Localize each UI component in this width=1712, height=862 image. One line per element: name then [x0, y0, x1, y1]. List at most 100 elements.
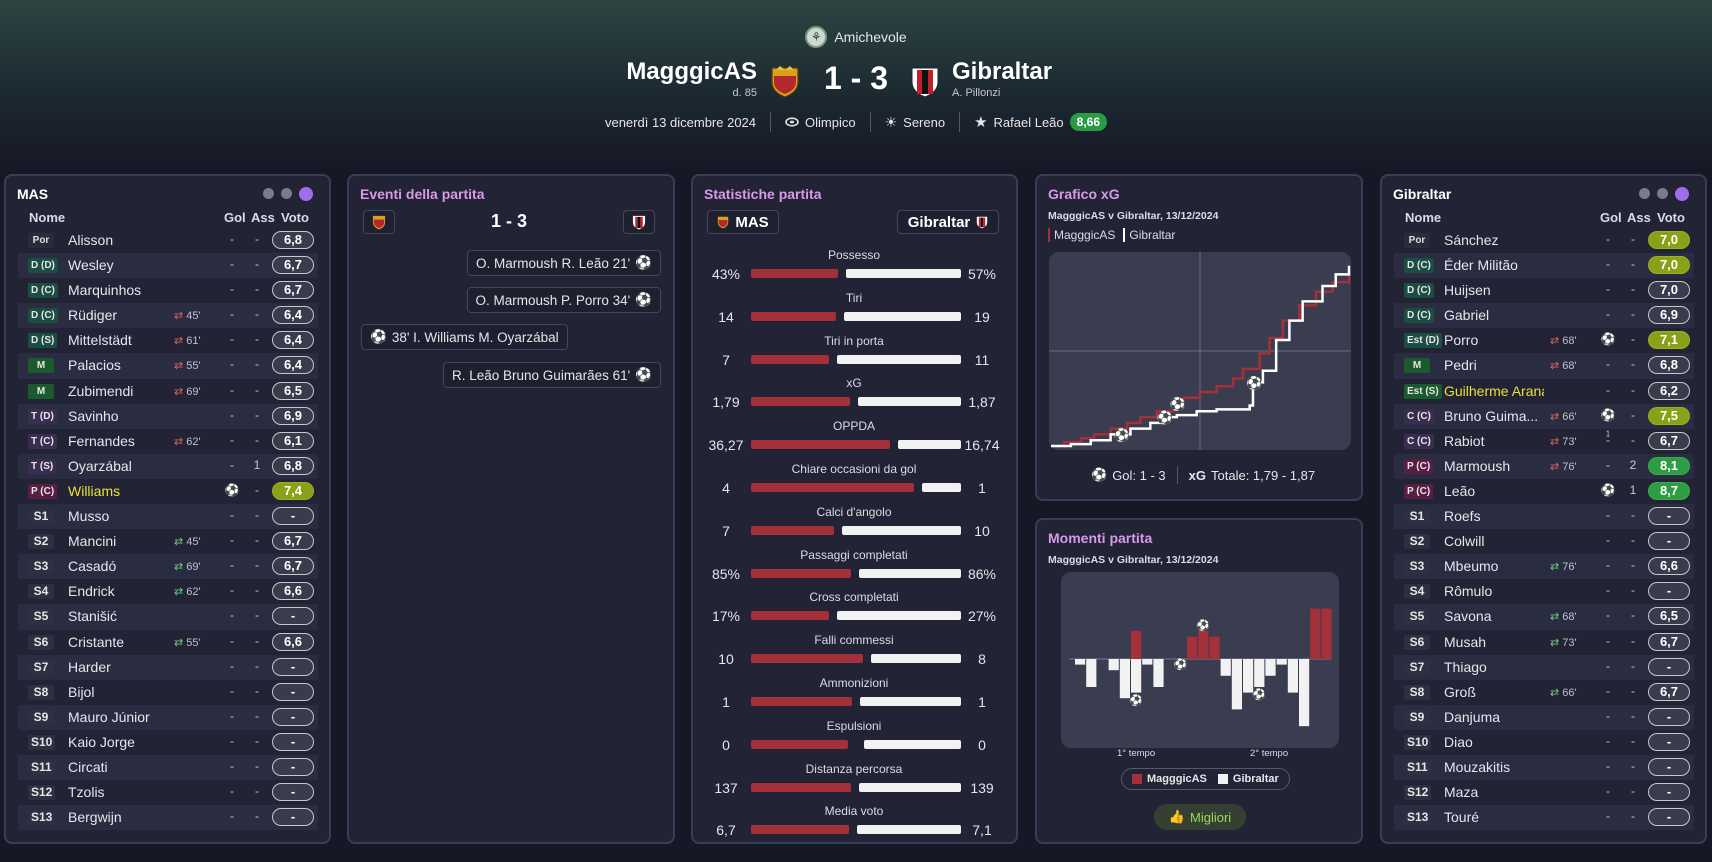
- player-row[interactable]: S2 Colwill - - -: [1394, 529, 1694, 554]
- player-row[interactable]: M Zubimendi ⇄ 69' - -6,5: [18, 379, 318, 404]
- player-row[interactable]: Por Alisson - -6,8: [18, 228, 318, 253]
- col-rating[interactable]: Voto: [1657, 210, 1685, 225]
- player-name[interactable]: Marmoush: [1444, 457, 1511, 474]
- view-dot[interactable]: [281, 188, 292, 199]
- player-row[interactable]: S10 Diao - - -: [1394, 730, 1694, 755]
- player-row[interactable]: P (C)Leão⚽118,7: [1394, 479, 1694, 513]
- player-row[interactable]: P (C) Marmoush ⇄ 76' - 2 8,1: [1394, 453, 1694, 479]
- player-row[interactable]: S8 Bijol - - -: [18, 680, 318, 705]
- player-name[interactable]: Musso: [68, 508, 110, 525]
- player-name[interactable]: Endrick: [68, 583, 115, 600]
- event-goal-2[interactable]: O. Marmoush P. Porro 34' ⚽: [466, 287, 661, 313]
- player-name[interactable]: Éder Militão: [1444, 257, 1518, 274]
- home-team[interactable]: MagggicAS d. 85: [626, 58, 757, 99]
- player-name[interactable]: Thiago: [1444, 658, 1487, 675]
- player-row[interactable]: S9 Danjuma - - -: [1394, 704, 1694, 730]
- player-name[interactable]: Huijsen: [1444, 282, 1491, 299]
- player-row[interactable]: S13 Bergwijn - - -: [18, 805, 318, 831]
- player-name[interactable]: Wesley: [68, 257, 114, 274]
- col-assists[interactable]: Ass: [251, 210, 275, 225]
- col-assists[interactable]: Ass: [1627, 210, 1651, 225]
- player-name[interactable]: Musah: [1444, 633, 1487, 650]
- player-name[interactable]: Groß: [1444, 683, 1476, 700]
- player-name[interactable]: Mouzakitis: [1444, 758, 1511, 775]
- player-name[interactable]: Savinho: [68, 407, 119, 424]
- player-name[interactable]: Harder: [68, 658, 111, 675]
- away-team[interactable]: Gibraltar A. Pillonzi: [952, 58, 1052, 99]
- player-row[interactable]: S13 Touré - - -: [1394, 805, 1694, 831]
- player-row[interactable]: T (S) Oyarzábal - 1 6,8: [18, 453, 318, 479]
- player-name[interactable]: Oyarzábal: [68, 457, 132, 474]
- player-row[interactable]: S5 Stanišić - - -: [18, 604, 318, 630]
- col-goals[interactable]: Gol: [1600, 210, 1622, 225]
- player-name[interactable]: Mittelstädt: [68, 332, 132, 349]
- player-name[interactable]: Rômulo: [1444, 583, 1493, 600]
- player-name[interactable]: Roefs: [1444, 508, 1481, 525]
- event-goal-4[interactable]: R. Leão Bruno Guimarães 61' ⚽: [443, 362, 661, 388]
- col-rating[interactable]: Voto: [281, 210, 309, 225]
- event-goal-3[interactable]: ⚽ 38' I. Williams M. Oyarzábal: [361, 324, 568, 350]
- view-dot[interactable]: [263, 188, 274, 199]
- player-row[interactable]: D (C) Gabriel - -6,9: [1394, 303, 1694, 329]
- player-name[interactable]: Circati: [68, 758, 108, 775]
- player-name[interactable]: Danjuma: [1444, 708, 1501, 725]
- player-row[interactable]: D (C) Éder Militão - -7,0: [1394, 253, 1694, 279]
- player-name[interactable]: Alisson: [68, 232, 114, 248]
- player-row[interactable]: S10 Kaio Jorge - - -: [18, 730, 318, 755]
- col-goals[interactable]: Gol: [224, 210, 246, 225]
- player-row[interactable]: S1 Musso - - -: [18, 504, 318, 530]
- player-name[interactable]: Casadó: [68, 558, 117, 575]
- player-name[interactable]: Rüdiger: [68, 307, 118, 324]
- player-name[interactable]: Guilherme Arana: [1444, 382, 1544, 399]
- player-row[interactable]: S7 Thiago - - -: [1394, 654, 1694, 680]
- player-name[interactable]: Bijol: [68, 683, 95, 700]
- player-row[interactable]: C (C) Bruno Guima... ⇄ 66' ⚽1-7,5: [1394, 403, 1694, 438]
- player-name[interactable]: Cristante: [68, 633, 125, 650]
- momentum-chart[interactable]: ⚽ ⚽ ⚽ ⚽: [1061, 572, 1339, 748]
- player-row[interactable]: S3 Casadó ⇄ 69' - -6,7: [18, 554, 318, 580]
- player-row[interactable]: Est (D)Porro⇄ 68'⚽1-7,1: [1394, 328, 1694, 363]
- player-row[interactable]: S5 Savona ⇄ 68' - -6,5: [1394, 604, 1694, 630]
- stats-away-tab[interactable]: Gibraltar: [897, 210, 999, 234]
- player-row[interactable]: T (C) Fernandes ⇄ 62' - -6,1: [18, 429, 318, 454]
- player-row[interactable]: S11 Mouzakitis - - -: [1394, 754, 1694, 781]
- player-name[interactable]: Touré: [1444, 809, 1480, 826]
- player-name[interactable]: Zubimendi: [68, 382, 134, 399]
- player-row[interactable]: S7 Harder - - -: [18, 654, 318, 680]
- player-row[interactable]: T (D) Savinho - -6,9: [18, 403, 318, 429]
- col-name[interactable]: Nome: [1405, 210, 1442, 225]
- player-row[interactable]: S6 Musah ⇄ 73' - -6,7: [1394, 630, 1694, 655]
- player-row[interactable]: Por Sánchez - -7,0: [1394, 228, 1694, 253]
- view-dot-active[interactable]: [1675, 187, 1689, 201]
- player-row[interactable]: P (C)Williams⚽1-7,4: [18, 479, 318, 513]
- xg-chart[interactable]: ⚽⚽⚽⚽: [1049, 252, 1351, 450]
- player-row[interactable]: D (C) Rüdiger ⇄ 45' - -6,4: [18, 303, 318, 329]
- player-name[interactable]: Palacios: [68, 357, 121, 374]
- player-name[interactable]: Diao: [1444, 733, 1473, 750]
- player-row[interactable]: S2 Mancini ⇄ 45' - -6,7: [18, 529, 318, 554]
- player-name[interactable]: Marquinhos: [68, 282, 142, 299]
- player-name[interactable]: Bruno Guima...: [1444, 407, 1539, 424]
- player-row[interactable]: S12 Tzolis - - -: [18, 780, 318, 805]
- player-row[interactable]: S3 Mbeumo ⇄ 76' - -6,6: [1394, 554, 1694, 580]
- player-name[interactable]: Mbeumo: [1444, 558, 1499, 575]
- view-dot-active[interactable]: [299, 187, 313, 201]
- col-name[interactable]: Nome: [29, 210, 66, 225]
- best-moments-button[interactable]: 👍 Migliori: [1154, 804, 1246, 830]
- player-row[interactable]: D (C) Huijsen - -7,0: [1394, 278, 1694, 303]
- away-team-name[interactable]: Gibraltar: [952, 58, 1053, 85]
- player-row[interactable]: D (D) Wesley - -6,7: [18, 253, 318, 279]
- player-name[interactable]: Sánchez: [1444, 232, 1499, 248]
- player-row[interactable]: D (S) Mittelstädt ⇄ 61' - -6,4: [18, 328, 318, 353]
- player-row[interactable]: Est (S) Guilherme Arana - -6,2: [1394, 379, 1694, 404]
- player-row[interactable]: S12 Maza - - -: [1394, 780, 1694, 805]
- player-row[interactable]: S6 Cristante ⇄ 55' - -6,6: [18, 630, 318, 655]
- player-name[interactable]: Leão: [1444, 482, 1476, 499]
- player-name[interactable]: Tzolis: [68, 784, 105, 801]
- player-name[interactable]: Savona: [1444, 608, 1492, 625]
- player-name[interactable]: Pedri: [1444, 357, 1477, 374]
- player-name[interactable]: Rabiot: [1444, 432, 1485, 449]
- player-name[interactable]: Mancini: [68, 533, 117, 550]
- player-row[interactable]: M Pedri ⇄ 68' - -6,8: [1394, 353, 1694, 379]
- home-team-name[interactable]: MagggicAS: [626, 58, 757, 85]
